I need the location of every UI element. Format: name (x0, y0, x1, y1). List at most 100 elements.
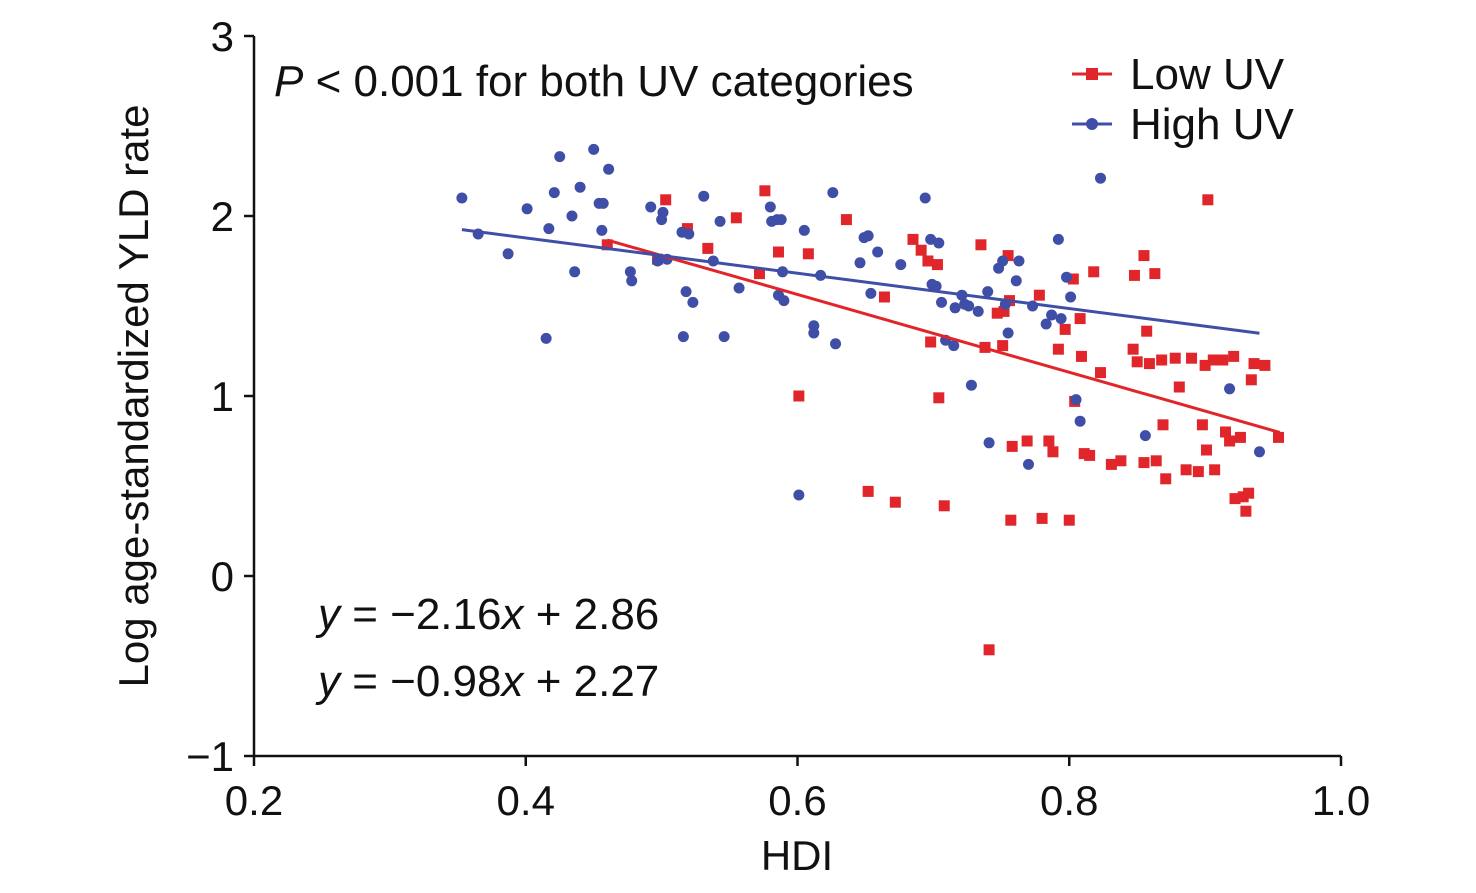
data-point (718, 331, 730, 343)
data-point (1128, 269, 1140, 281)
data-point (1229, 493, 1241, 505)
data-point (963, 300, 975, 312)
data-point (753, 268, 765, 280)
data-point (1209, 464, 1221, 476)
data-point (802, 248, 814, 260)
data-point (624, 266, 636, 278)
p-symbol: P (274, 57, 304, 106)
data-point (683, 228, 695, 240)
data-point (1040, 318, 1052, 330)
data-point (1141, 325, 1153, 337)
legend-high-uv-marker (1086, 118, 1098, 130)
data-point (965, 379, 977, 391)
data-point (596, 224, 608, 236)
legend-item-low-uv: Low UV (1072, 50, 1285, 99)
data-point (603, 163, 615, 175)
data-point (889, 496, 901, 508)
equation-high-uv: y = −0.98x + 2.27 (315, 657, 659, 706)
data-point (998, 305, 1010, 317)
legend: Low UV High UV (1072, 50, 1294, 149)
x-tick-label: 0.4 (497, 777, 555, 824)
data-point (1088, 266, 1100, 278)
data-point (840, 214, 852, 226)
data-point (1228, 350, 1240, 362)
y-tick-label: 3 (211, 13, 234, 60)
data-point (677, 331, 689, 343)
data-point (657, 206, 669, 218)
data-point (1143, 358, 1155, 370)
y-tick-label: 2 (211, 193, 234, 240)
data-point (1115, 455, 1127, 467)
data-point (1160, 473, 1172, 485)
data-point (793, 390, 805, 402)
data-point (1061, 271, 1073, 283)
data-point (626, 275, 638, 287)
eq2-end: + 2.27 (523, 657, 659, 706)
data-point (597, 197, 609, 209)
data-point (1156, 354, 1168, 366)
data-point (983, 644, 995, 656)
data-point (1127, 343, 1139, 355)
data-point (997, 340, 1009, 352)
data-point (919, 192, 931, 204)
data-point (1002, 250, 1014, 262)
data-point (930, 280, 942, 292)
data-point (1131, 356, 1143, 368)
data-point (1192, 466, 1204, 478)
data-point (1006, 440, 1018, 452)
data-point (698, 190, 710, 202)
data-point (543, 223, 555, 235)
data-point (548, 187, 560, 199)
fit-line-high-uv (461, 228, 1260, 335)
data-point (1063, 514, 1075, 526)
data-point (588, 143, 600, 155)
data-point (1070, 394, 1082, 406)
data-point (991, 307, 1003, 319)
data-point (975, 239, 987, 251)
data-point (681, 223, 693, 235)
legend-high-uv-label: High UV (1130, 100, 1294, 149)
data-point (997, 255, 1009, 267)
data-point (972, 305, 984, 317)
x-axis-title: HDI (761, 832, 833, 879)
data-point (1200, 444, 1212, 456)
data-point (1243, 487, 1255, 499)
data-point (566, 210, 578, 222)
data-point (1046, 309, 1058, 321)
y-tick-label: 1 (211, 373, 234, 420)
data-point (793, 489, 805, 501)
data-point (1067, 273, 1079, 285)
data-point (660, 194, 672, 206)
data-point (1173, 381, 1185, 393)
data-point (1138, 457, 1150, 469)
data-point (1157, 419, 1169, 431)
data-point (1002, 327, 1014, 339)
data-point (1240, 505, 1252, 517)
data-point (540, 332, 552, 344)
axis-ticks: 0.2 0.4 0.6 0.8 1.0 −1 0 1 2 3 (186, 13, 1370, 824)
x-tick-label: 0.2 (225, 777, 283, 824)
data-point (949, 302, 961, 314)
data-point (854, 257, 866, 269)
eq2-y: y (315, 657, 343, 706)
data-point (948, 340, 960, 352)
data-point (569, 266, 581, 278)
plot-area (456, 143, 1284, 656)
data-point (1033, 289, 1045, 301)
data-point (983, 437, 995, 449)
data-point (895, 259, 907, 271)
data-point (1180, 464, 1192, 476)
data-point (1248, 358, 1260, 370)
data-point (521, 203, 533, 215)
y-tick-label: −1 (186, 733, 234, 780)
data-point (772, 246, 784, 258)
data-point (1022, 458, 1034, 470)
data-point (1074, 415, 1086, 427)
data-point (1245, 374, 1257, 386)
data-point (915, 244, 927, 256)
data-point (982, 286, 994, 298)
data-point (1186, 352, 1198, 364)
data-point (872, 246, 884, 258)
data-point (1150, 455, 1162, 467)
